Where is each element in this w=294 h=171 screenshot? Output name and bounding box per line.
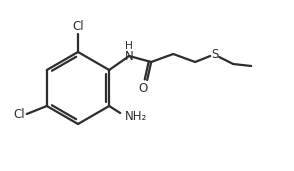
Text: NH₂: NH₂ xyxy=(125,109,147,122)
Text: Cl: Cl xyxy=(72,21,84,34)
Text: O: O xyxy=(138,82,148,95)
Text: H: H xyxy=(125,41,133,51)
Text: N: N xyxy=(125,49,133,62)
Text: Cl: Cl xyxy=(13,108,25,121)
Text: S: S xyxy=(211,48,219,61)
